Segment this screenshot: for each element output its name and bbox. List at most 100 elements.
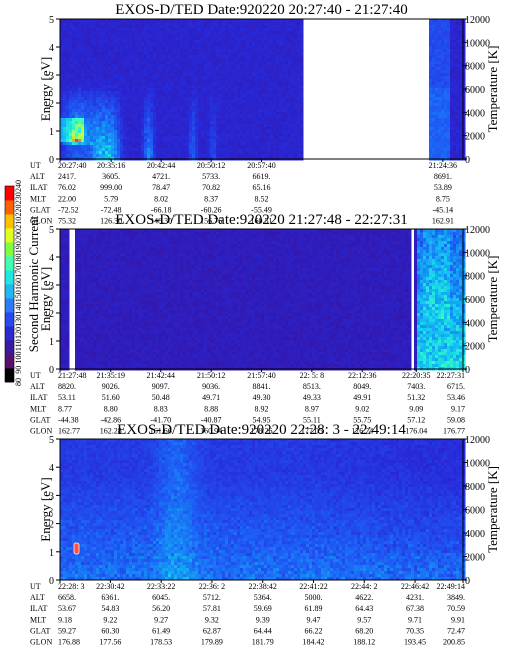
heatmap-cell <box>237 61 241 65</box>
heatmap-cell <box>192 46 196 50</box>
heatmap-cell <box>159 43 163 47</box>
heatmap-cell <box>177 112 181 116</box>
heatmap-cell <box>90 46 94 50</box>
heatmap-cell <box>75 121 79 125</box>
heatmap-cell <box>147 85 151 89</box>
heatmap-cell <box>96 79 100 83</box>
heatmap-cell <box>432 73 436 77</box>
heatmap-cell <box>81 355 85 359</box>
heatmap-cell <box>171 49 175 53</box>
heatmap-cell <box>129 64 133 68</box>
heatmap-cell <box>81 241 85 245</box>
heatmap-cell <box>450 112 454 116</box>
heatmap-cell <box>81 340 85 344</box>
heatmap-cell <box>279 112 283 116</box>
heatmap-cell <box>147 34 151 38</box>
heatmap-cell <box>177 76 181 80</box>
heatmap-cell <box>264 85 268 89</box>
heatmap-cell <box>78 322 82 326</box>
heatmap-cell <box>87 289 91 293</box>
heatmap-cell <box>78 310 82 314</box>
heatmap-cell <box>282 142 286 146</box>
heatmap-cell <box>285 115 289 119</box>
heatmap-cell <box>147 106 151 110</box>
heatmap-cell <box>246 52 250 56</box>
heatmap-cell <box>216 61 220 65</box>
heatmap-cell <box>99 256 103 260</box>
heatmap-cell <box>96 49 100 53</box>
heatmap-cell <box>60 40 64 44</box>
heatmap-cell <box>246 97 250 101</box>
heatmap-cell <box>93 145 97 149</box>
heatmap-cell <box>189 112 193 116</box>
heatmap-cell <box>171 103 175 107</box>
heatmap-cell <box>132 136 136 140</box>
heatmap-cell <box>258 49 262 53</box>
heatmap-cell <box>174 22 178 26</box>
eph-ut: 20:27:40 <box>58 161 86 170</box>
heatmap-cell <box>123 64 127 68</box>
heatmap-cell <box>288 40 292 44</box>
heatmap-cell <box>213 133 217 137</box>
heatmap-cell <box>237 76 241 80</box>
heatmap-cell <box>288 127 292 131</box>
heatmap-cell <box>438 85 442 89</box>
heatmap-cell <box>81 79 85 83</box>
heatmap-cell <box>294 76 298 80</box>
heatmap-cell <box>66 232 70 236</box>
heatmap-cell <box>129 127 133 131</box>
heatmap-cell <box>141 31 145 35</box>
heatmap-cell <box>87 154 91 158</box>
heatmap-cell <box>99 136 103 140</box>
heatmap-cell <box>63 133 67 137</box>
heatmap-cell <box>285 79 289 83</box>
heatmap-cell <box>87 361 91 365</box>
heatmap-cell <box>195 19 199 23</box>
heatmap-cell <box>189 67 193 71</box>
y-tick-label: 3 <box>49 71 54 82</box>
heatmap-cell <box>279 37 283 41</box>
heatmap-cell <box>222 55 226 59</box>
heatmap-cell <box>63 337 67 341</box>
heatmap-cell <box>429 103 433 107</box>
heatmap-cell <box>267 82 271 86</box>
heatmap-cell <box>222 148 226 152</box>
heatmap-cell <box>246 139 250 143</box>
heatmap-cell <box>258 55 262 59</box>
heatmap-cell <box>168 115 172 119</box>
heatmap-cell <box>111 130 115 134</box>
heatmap-cell <box>453 70 457 74</box>
heatmap-cell <box>162 115 166 119</box>
heatmap-cell <box>258 58 262 62</box>
heatmap-cell <box>168 139 172 143</box>
heatmap-cell <box>105 127 109 131</box>
heatmap-cell <box>132 49 136 53</box>
heatmap-cell <box>162 19 166 23</box>
heatmap-cell <box>444 34 448 38</box>
heatmap-cell <box>453 40 457 44</box>
heatmap-cell <box>261 64 265 68</box>
heatmap-cell <box>87 106 91 110</box>
heatmap-cell <box>198 94 202 98</box>
heatmap-cell <box>225 67 229 71</box>
heatmap-cell <box>129 139 133 143</box>
heatmap-cell <box>462 22 466 26</box>
heatmap-cell <box>165 52 169 56</box>
heatmap-cell <box>114 97 118 101</box>
heatmap-cell <box>189 106 193 110</box>
heatmap-cell <box>171 82 175 86</box>
heatmap-cell <box>276 64 280 68</box>
heatmap-cell <box>450 67 454 71</box>
heatmap-cell <box>255 79 259 83</box>
heatmap-cell <box>264 115 268 119</box>
heatmap-cell <box>84 319 88 323</box>
heatmap-cell <box>285 154 289 158</box>
heatmap-cell <box>183 118 187 122</box>
heatmap-cell <box>243 73 247 77</box>
heatmap-cell <box>453 91 457 95</box>
heatmap-cell <box>249 130 253 134</box>
heatmap-cell <box>225 97 229 101</box>
heatmap-cell <box>429 82 433 86</box>
heatmap-cell <box>264 73 268 77</box>
heatmap-cell <box>129 67 133 71</box>
